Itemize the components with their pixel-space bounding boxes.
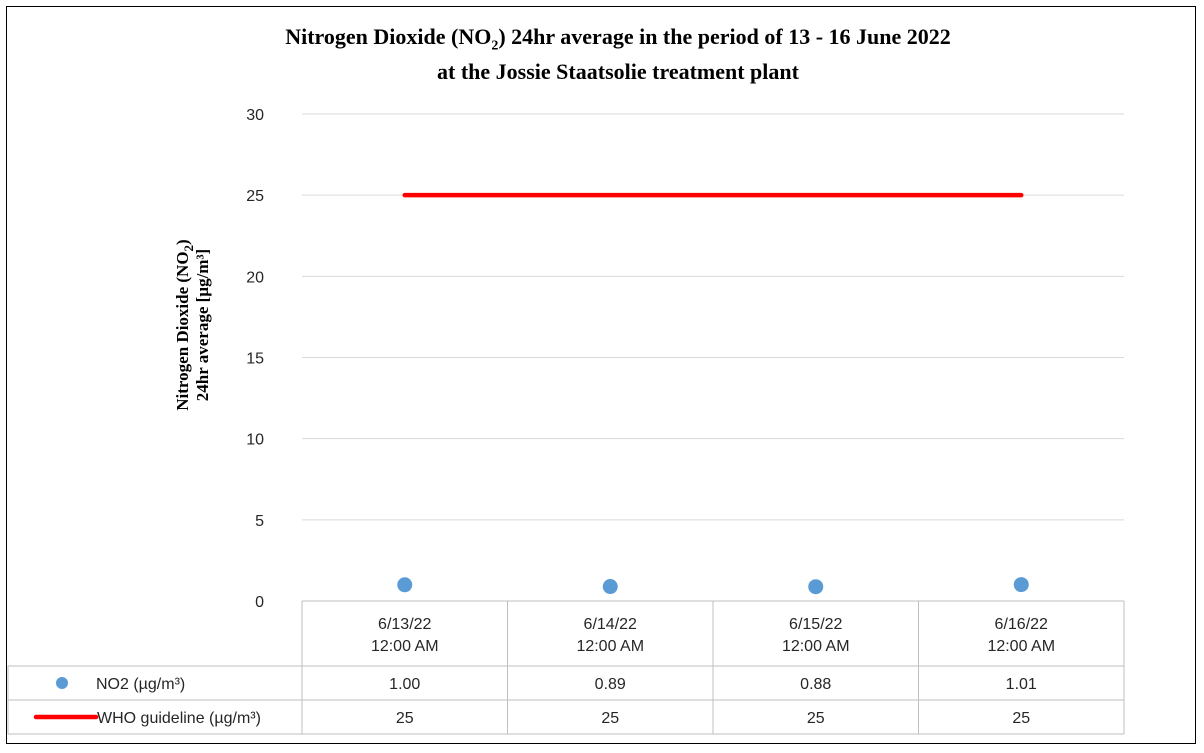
- y-axis-label-line-2: 24hr average [µg/m³]: [193, 249, 212, 401]
- x-category-label: 12:00 AM: [371, 638, 439, 655]
- chart-title-line-2: at the Jossie Staatsolie treatment plant: [437, 59, 799, 85]
- y-tick-label: 10: [246, 432, 264, 449]
- data-label: 0.89: [595, 676, 626, 693]
- x-category-label: 6/14/22: [584, 616, 637, 633]
- x-category-label: 6/15/22: [789, 616, 842, 633]
- data-point: [808, 579, 824, 595]
- y-axis-label: Nitrogen Dioxide (NO2) 24hr average [µg/…: [173, 239, 212, 410]
- y-tick-label: 0: [255, 594, 264, 611]
- data-label: 1.01: [1006, 676, 1037, 693]
- legend-series-name: WHO guideline (µg/m³): [97, 710, 261, 727]
- chart-frame: [6, 6, 1196, 744]
- series-layer: [397, 192, 1029, 595]
- x-category-label: 12:00 AM: [987, 638, 1055, 655]
- y-axis: 0 5 10 15 20 25 30: [246, 107, 264, 611]
- data-label: 25: [1012, 710, 1030, 727]
- data-label: 1.00: [389, 676, 420, 693]
- gridlines: [302, 113, 1124, 521]
- data-point: [397, 577, 413, 593]
- data-label: 25: [601, 710, 619, 727]
- y-tick-label: 15: [246, 351, 264, 368]
- y-tick-label: 30: [246, 107, 264, 124]
- y-tick-label: 20: [246, 269, 264, 286]
- chart-title-line-1: Nitrogen Dioxide (NO2) 24hr average in t…: [285, 24, 951, 54]
- x-category-label: 12:00 AM: [576, 638, 644, 655]
- data-label: 25: [396, 710, 414, 727]
- data-label: 25: [807, 710, 825, 727]
- data-point: [602, 579, 618, 595]
- legend-series-name: NO2 (µg/m³): [96, 676, 185, 693]
- x-category-label: 6/13/22: [378, 616, 431, 633]
- y-axis-label-line-1: Nitrogen Dioxide (NO2): [173, 239, 196, 410]
- data-point: [1013, 577, 1029, 593]
- data-label: 0.88: [800, 676, 831, 693]
- x-category-label: 12:00 AM: [782, 638, 850, 655]
- data-table: 6/13/22 12:00 AM 6/14/22 12:00 AM 6/15/22 12:…: [7, 600, 1125, 735]
- y-tick-label: 25: [246, 188, 264, 205]
- legend-key-marker: [56, 677, 68, 689]
- x-category-label: 6/16/22: [995, 616, 1048, 633]
- chart-title: Nitrogen Dioxide (NO2) 24hr average in t…: [0, 24, 1204, 85]
- y-tick-label: 5: [255, 513, 264, 530]
